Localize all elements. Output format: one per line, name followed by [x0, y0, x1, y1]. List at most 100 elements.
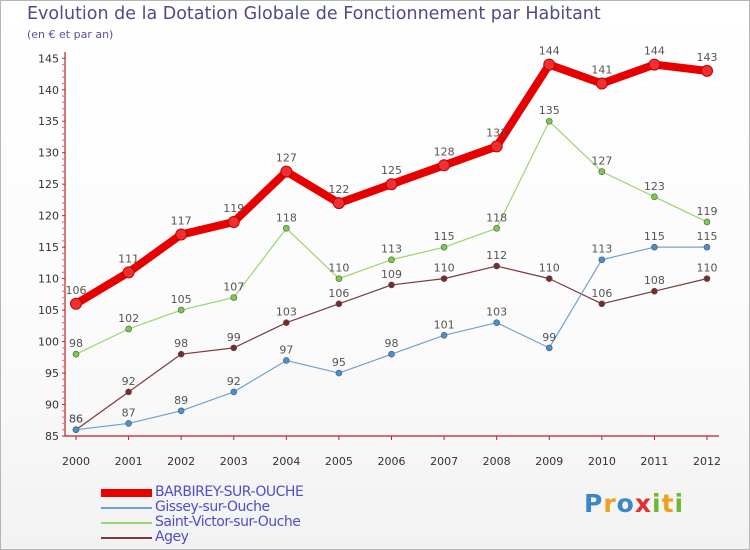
y-minor-tick [62, 296, 64, 299]
y-minor-tick [62, 114, 64, 116]
y-minor-tick [62, 378, 64, 381]
logo-letter: r [603, 489, 617, 518]
logo-letter: i [674, 489, 685, 518]
logo-letter: i [652, 489, 662, 518]
data-label: 128 [434, 145, 455, 158]
data-label: 98 [174, 337, 188, 350]
data-label: 123 [644, 180, 665, 193]
y-minor-tick [62, 422, 64, 425]
y-minor-tick [62, 397, 64, 400]
data-point-1 [283, 357, 290, 364]
y-minor-tick [62, 195, 64, 198]
x-tick-label: 2009 [535, 455, 563, 468]
data-label: 115 [644, 230, 665, 243]
data-label: 112 [486, 249, 507, 262]
data-point-2 [651, 193, 658, 201]
data-point-2 [125, 325, 132, 333]
data-label: 110 [539, 262, 560, 275]
data-label: 144 [539, 45, 560, 58]
data-label: 98 [385, 337, 399, 350]
data-point-3 [230, 344, 238, 352]
data-point-1 [230, 388, 238, 396]
x-tick-label: 2004 [272, 455, 300, 468]
data-point-1 [335, 369, 343, 377]
data-point-3 [388, 281, 395, 289]
y-minor-tick [62, 353, 64, 355]
y-minor-tick [62, 202, 64, 204]
y-minor-tick [62, 76, 64, 78]
y-minor-tick [62, 303, 64, 305]
y-minor-tick [62, 384, 64, 387]
legend-swatch [101, 522, 152, 524]
legend-label: Gissey-sur-Ouche [155, 499, 270, 515]
data-label: 102 [118, 312, 139, 325]
data-point-2 [283, 224, 290, 232]
data-point-0 [332, 197, 345, 210]
y-minor-tick [62, 158, 64, 160]
legend-label: BARBIREY-SUR-OUCHE [155, 484, 304, 500]
y-minor-tick [62, 82, 64, 85]
y-minor-tick [62, 416, 64, 418]
data-point-3 [177, 350, 185, 358]
data-label: 106 [66, 284, 87, 297]
data-point-1 [598, 256, 606, 264]
y-minor-tick [62, 347, 64, 349]
data-point-0 [385, 178, 398, 191]
data-point-1 [651, 243, 658, 251]
data-point-0 [227, 215, 240, 228]
data-point-2 [493, 224, 500, 232]
data-point-0 [70, 297, 82, 310]
y-minor-tick [62, 145, 64, 148]
chart-subtitle: (en € et par an) [27, 28, 114, 41]
y-minor-tick [62, 284, 64, 286]
y-minor-tick [62, 126, 64, 129]
chart-title: Evolution de la Dotation Globale de Fonc… [27, 4, 601, 24]
x-tick-label: 2002 [167, 455, 195, 468]
y-tick-label: 125 [38, 178, 59, 191]
data-point-1 [72, 426, 80, 434]
y-minor-tick [62, 258, 64, 261]
data-label: 110 [328, 262, 349, 275]
data-label: 103 [486, 306, 507, 319]
y-tick-label: 95 [45, 367, 59, 380]
data-label: 117 [171, 215, 192, 228]
data-label: 103 [276, 306, 297, 319]
data-point-3 [283, 319, 290, 326]
data-label: 127 [591, 155, 612, 168]
y-minor-tick [62, 252, 64, 255]
data-label: 99 [542, 331, 556, 344]
data-label: 143 [697, 51, 718, 64]
data-label: 98 [69, 337, 83, 350]
x-tick-label: 2012 [693, 455, 721, 468]
data-point-0 [122, 266, 135, 279]
data-label: 106 [591, 287, 612, 300]
data-label: 110 [434, 262, 455, 275]
data-point-3 [440, 275, 448, 282]
y-tick-label: 140 [38, 84, 59, 97]
legend-label: Saint-Victor-sur-Ouche [155, 514, 301, 530]
logo-letter: x [634, 489, 652, 518]
y-minor-tick [62, 177, 64, 179]
y-tick-label: 130 [38, 147, 59, 160]
data-label: 86 [69, 413, 83, 426]
data-label: 115 [434, 230, 455, 243]
data-label: 106 [328, 287, 349, 300]
data-point-1 [440, 331, 448, 339]
x-tick-label: 2000 [62, 455, 90, 468]
data-label: 89 [174, 394, 188, 407]
y-minor-tick [62, 391, 64, 393]
x-tick-label: 2007 [430, 455, 458, 468]
data-point-1 [125, 420, 132, 427]
y-minor-tick [62, 208, 64, 211]
y-minor-tick [62, 290, 64, 293]
data-label: 125 [381, 164, 402, 177]
x-tick-label: 2011 [640, 455, 668, 468]
data-label: 111 [118, 252, 139, 265]
y-minor-tick [62, 240, 64, 242]
y-minor-tick [62, 359, 64, 362]
data-label: 87 [122, 406, 136, 419]
y-minor-tick [62, 315, 64, 318]
data-point-2 [703, 218, 711, 226]
data-point-3 [125, 388, 132, 396]
data-label: 118 [276, 211, 297, 224]
